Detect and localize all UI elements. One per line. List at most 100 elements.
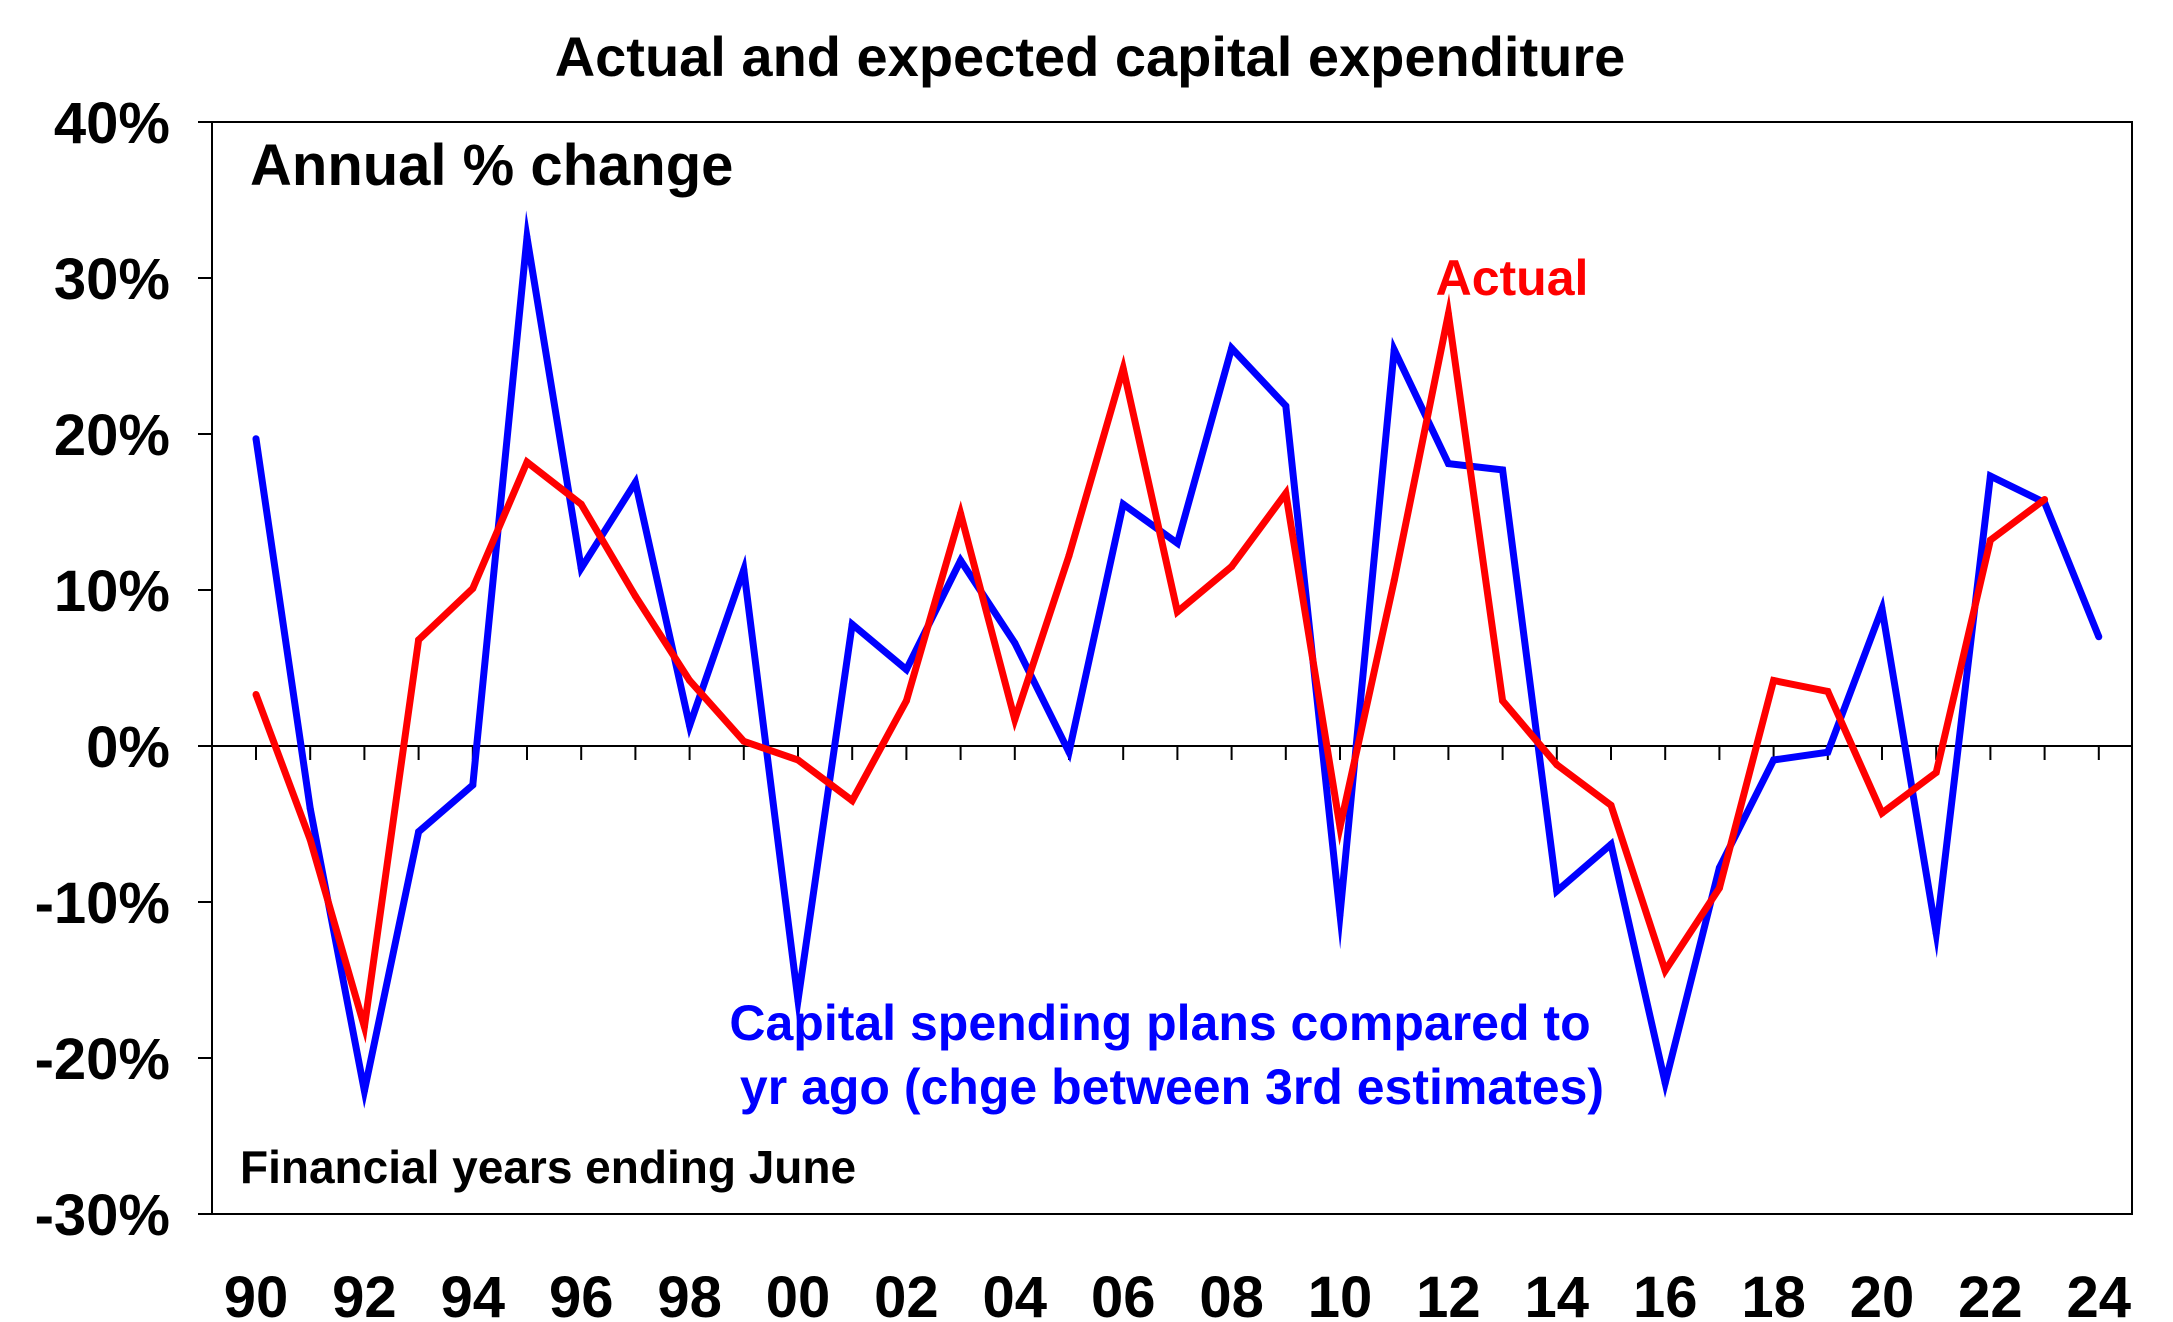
series-point-actual <box>1661 967 1669 975</box>
series-point-actual <box>1336 823 1344 831</box>
series-point-actual <box>252 691 260 698</box>
actual-series-label: Actual <box>1436 250 1589 306</box>
series-point-plans <box>1119 500 1127 508</box>
series-point-plans <box>1824 748 1832 756</box>
series-point-actual <box>902 697 910 705</box>
series-point-plans <box>1770 756 1778 764</box>
series-point-plans <box>1986 472 1994 480</box>
series-point-plans <box>360 1087 368 1095</box>
series-point-plans <box>577 564 585 572</box>
series-point-actual <box>1553 761 1561 769</box>
series-point-plans <box>469 781 477 789</box>
plans-series-label-line2: yr ago (chge between 3rd estimates) <box>740 1059 1604 1115</box>
x-tick-label: 92 <box>332 1265 397 1322</box>
series-point-actual <box>577 500 585 508</box>
series-point-plans <box>1336 911 1344 918</box>
series-point-actual <box>957 510 965 518</box>
series-point-plans <box>1282 402 1290 410</box>
x-tick-label: 96 <box>549 1265 614 1322</box>
xaxis-note: Financial years ending June <box>240 1141 856 1193</box>
x-tick-label: 02 <box>874 1265 939 1322</box>
x-tick-label: 00 <box>766 1265 831 1322</box>
series-point-plans <box>1065 748 1073 756</box>
series-point-actual <box>1390 577 1398 585</box>
series-point-actual <box>794 756 802 764</box>
plans-series-label-line1: Capital spending plans compared to <box>729 995 1590 1051</box>
series-point-actual <box>1986 536 1994 544</box>
series-point-actual <box>415 636 423 644</box>
y-tick-label: 40% <box>54 91 170 156</box>
x-tick-label: 16 <box>1633 1265 1698 1322</box>
series-point-plans <box>740 566 748 574</box>
series-point-plans <box>1011 639 1019 647</box>
x-tick-label: 22 <box>1958 1265 2023 1322</box>
series-point-plans <box>523 233 531 241</box>
y-tick-label: -20% <box>35 1027 170 1092</box>
series-point-plans <box>1173 539 1181 547</box>
series-point-actual <box>631 592 639 600</box>
series-point-actual <box>1878 809 1886 817</box>
y-tick-label: 0% <box>86 715 170 780</box>
series-point-actual <box>1173 608 1181 616</box>
series-point-plans <box>1878 605 1886 613</box>
series-point-actual <box>469 584 477 592</box>
y-tick-label: 20% <box>54 403 170 468</box>
series-point-plans <box>1228 344 1236 352</box>
x-tick-label: 08 <box>1199 1265 1264 1322</box>
series-point-actual <box>1228 563 1236 571</box>
y-tick-label: 10% <box>54 559 170 624</box>
series-point-plans <box>1553 887 1561 895</box>
x-tick-label: 24 <box>2067 1265 2132 1322</box>
series-point-plans <box>252 435 260 443</box>
x-tick-label: 14 <box>1525 1265 1590 1322</box>
series-point-plans <box>631 478 639 486</box>
y-axis: 40% 30% 20% 10% 0% -10% -20% -30% <box>35 91 212 1248</box>
x-tick-label: 20 <box>1850 1265 1915 1322</box>
series-point-actual <box>306 836 314 844</box>
series-point-actual <box>523 458 531 466</box>
x-tick-label: 94 <box>441 1265 506 1322</box>
series-point-plans <box>902 666 910 674</box>
series-point-plans <box>1390 346 1398 354</box>
y-tick-label: -10% <box>35 871 170 936</box>
series-point-actual <box>1282 489 1290 497</box>
series-point-plans <box>957 556 965 564</box>
x-axis: 90 92 94 96 98 00 02 04 06 08 10 12 14 16 18 20 22 24 <box>212 745 2132 1322</box>
series-point-plans <box>306 804 314 812</box>
series-point-actual <box>1065 552 1073 560</box>
series-point-plans <box>2095 633 2103 641</box>
x-tick-label: 10 <box>1308 1265 1373 1322</box>
series-point-actual <box>1011 716 1019 723</box>
series-point-actual <box>1824 687 1832 695</box>
series-layer <box>252 210 2103 1109</box>
y-tick-label: 30% <box>54 247 170 312</box>
series-point-actual <box>1499 697 1507 705</box>
chart-title: Actual and expected capital expenditure <box>555 25 1626 88</box>
series-point-actual <box>848 797 856 805</box>
series-point-actual <box>2041 496 2049 503</box>
x-tick-label: 90 <box>224 1265 289 1322</box>
series-line-actual <box>252 293 2047 1044</box>
y-tick-label: -30% <box>35 1183 170 1248</box>
x-tick-label: 12 <box>1416 1265 1481 1322</box>
series-point-actual <box>1607 801 1615 809</box>
series-point-actual <box>740 737 748 745</box>
x-tick-label: 04 <box>983 1265 1048 1322</box>
series-point-actual <box>1770 677 1778 684</box>
x-tick-label: 18 <box>1741 1265 1806 1322</box>
unit-label: Annual % change <box>250 133 733 198</box>
series-point-plans <box>686 722 694 730</box>
series-point-plans <box>848 620 856 628</box>
series-point-actual <box>1119 365 1127 372</box>
series-point-actual <box>1444 310 1452 318</box>
series-point-actual <box>686 677 694 684</box>
series-point-plans <box>1607 840 1615 848</box>
series-point-actual <box>360 1023 368 1031</box>
series-point-plans <box>1444 460 1452 468</box>
x-tick-label: 06 <box>1091 1265 1156 1322</box>
plot-area <box>211 121 2133 1215</box>
series-point-plans <box>1499 466 1507 474</box>
series-point-actual <box>1715 884 1723 892</box>
series-point-plans <box>415 828 423 836</box>
